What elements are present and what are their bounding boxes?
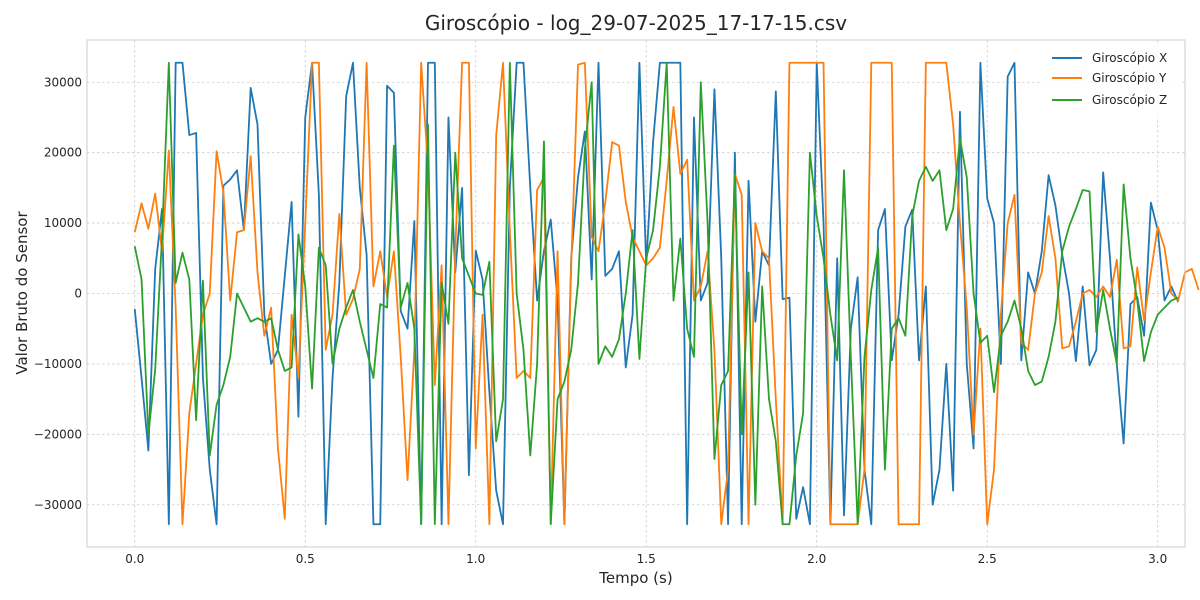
x-tick-label: 0.0 — [125, 552, 144, 566]
x-tick-label: 3.0 — [1148, 552, 1167, 566]
legend: Giroscópio X Giroscópio Y Giroscópio Z — [1042, 45, 1180, 117]
series-line-y — [133, 61, 1200, 526]
chart-title: Giroscópio - log_29-07-2025_17-17-15.csv — [425, 11, 847, 35]
y-tick-label: −20000 — [34, 427, 82, 441]
y-axis-title: Valor Bruto do Sensor — [13, 211, 31, 375]
x-tick-label: 0.5 — [296, 552, 315, 566]
x-tick-label: 1.5 — [637, 552, 656, 566]
y-tick-label: 30000 — [44, 75, 82, 89]
tick-labels: 0.0 0.5 1.0 1.5 2.0 2.5 3.0 −30000 −20000 −10000 0… — [34, 75, 1168, 566]
legend-label-x: Giroscópio X — [1092, 51, 1167, 65]
y-tick-label: 20000 — [44, 146, 82, 160]
x-tick-label: 2.5 — [978, 552, 997, 566]
y-tick-label: 10000 — [44, 216, 82, 230]
y-tick-label: −30000 — [34, 498, 82, 512]
y-tick-label: −10000 — [34, 357, 82, 371]
y-tick-label: 0 — [74, 287, 82, 301]
series-line-x — [133, 61, 1180, 526]
legend-label-y: Giroscópio Y — [1092, 71, 1167, 85]
x-axis-title: Tempo (s) — [598, 569, 672, 587]
x-tick-label: 2.0 — [807, 552, 826, 566]
series-layer — [133, 61, 1200, 526]
plot-frame — [86, 39, 1186, 548]
legend-label-z: Giroscópio Z — [1092, 93, 1167, 107]
series-line-z — [133, 61, 1179, 526]
x-tick-label: 1.0 — [466, 552, 485, 566]
